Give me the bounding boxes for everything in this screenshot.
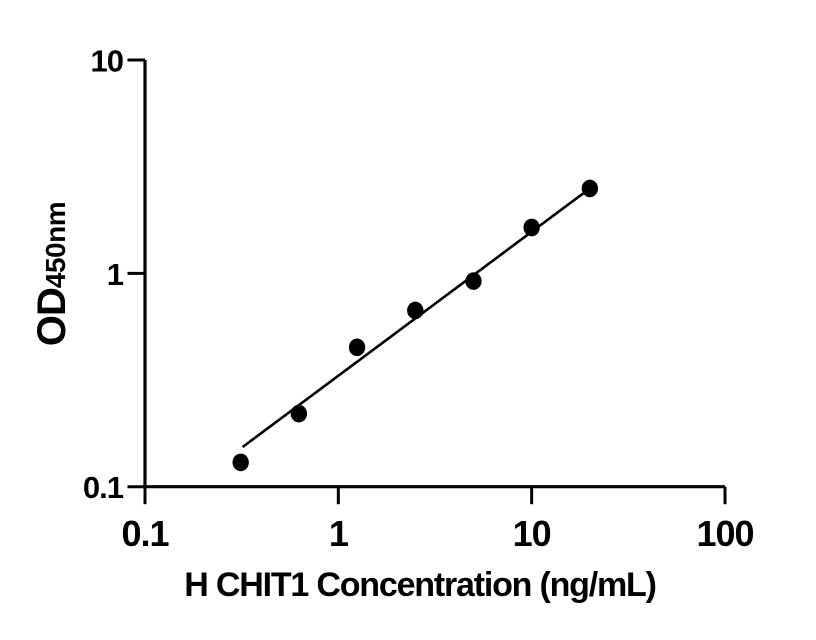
y-tick-label: 0.1: [83, 470, 124, 505]
data-point: [465, 272, 482, 290]
y-axis-title-main: OD: [30, 288, 74, 347]
y-axis-title: OD450nm: [30, 201, 74, 347]
x-tick-label: 1: [329, 513, 349, 554]
data-point: [290, 404, 308, 423]
data-point: [407, 301, 424, 320]
data-point: [581, 179, 599, 198]
y-tick-label: 1: [107, 257, 124, 292]
data-point: [348, 338, 366, 357]
data-point: [523, 218, 540, 237]
data-point: [232, 453, 249, 472]
x-tick-label: 100: [696, 513, 753, 554]
x-tick-label: 0.1: [121, 513, 169, 554]
x-axis-title: H CHIT1 Concentration (ng/mL): [184, 566, 657, 604]
x-tick-label: 10: [513, 513, 551, 554]
y-axis-title-subscript: 450nm: [40, 201, 71, 289]
y-tick-label: 10: [91, 44, 123, 79]
